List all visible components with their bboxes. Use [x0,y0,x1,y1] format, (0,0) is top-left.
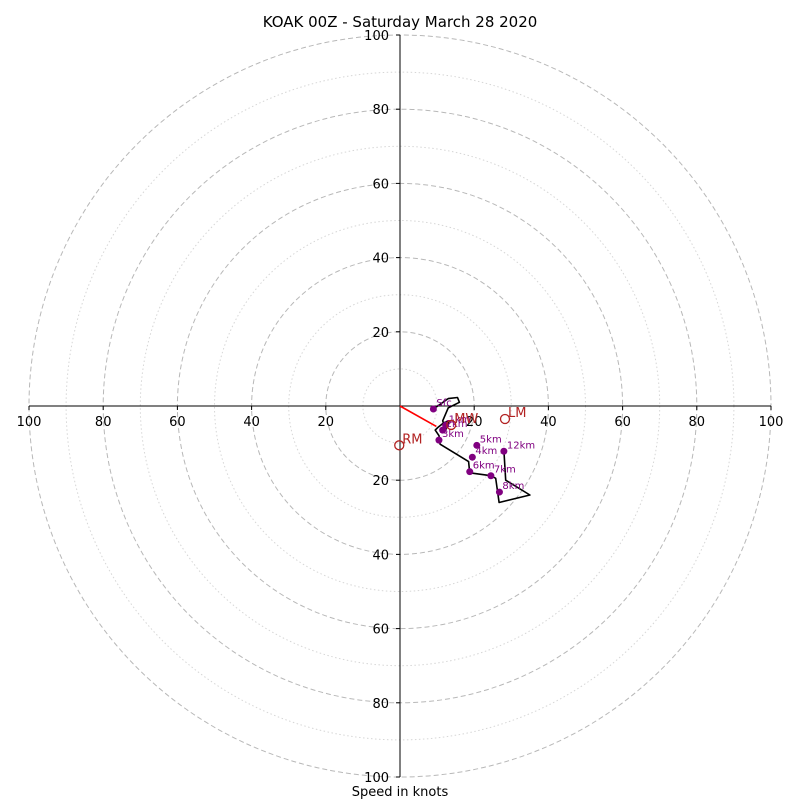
height-label-4km: 4km [475,446,497,457]
x-axis-label: Speed in knots [352,785,449,800]
x-tick-label: 80 [689,415,706,430]
height-label-sfc: Sfc [436,398,451,409]
y-tick-label: 40 [372,548,389,563]
shear-vector [399,405,437,428]
x-tick-label: 60 [169,415,186,430]
y-tick-label: 20 [372,326,389,341]
height-label-7km: 7km [494,465,516,476]
height-label-5km: 5km [480,434,502,445]
height-marker-5km [473,441,481,449]
height-label-2km: 2km [446,419,468,430]
height-marker-2km [439,426,447,434]
height-label-8km: 8km [502,481,524,492]
x-tick-label: 40 [243,415,260,430]
storm-motion-label-mw: MW [454,412,478,427]
storm-motion-marker-rm [394,440,405,451]
y-tick-label: 100 [364,771,389,786]
height-marker-3km [435,436,443,444]
height-label-1km: 1km [449,414,471,425]
height-marker-6km [466,468,474,476]
height-marker-12km [500,447,508,455]
x-tick-label: 60 [614,415,631,430]
storm-motion-label-rm: RM [402,432,422,447]
axis-ticks: 100 80 60 40 20 20 40 60 80 100 100 80 60 40 20 20 40 60 8… [17,29,784,786]
storm-motion-marker-mw [446,419,457,431]
y-tick-label: 20 [372,474,389,489]
height-label-12km: 12km [507,440,535,451]
height-label-6km: 6km [473,461,495,472]
x-tick-label: 40 [540,415,557,430]
x-tick-label: 20 [466,415,483,430]
height-marker-7km [487,472,495,480]
x-tick-label: 80 [95,415,112,430]
y-tick-label: 40 [372,252,389,267]
x-tick-label: 100 [759,415,784,430]
x-tick-label: 100 [17,415,42,430]
height-marker-8km [495,488,503,496]
storm-motion-label-lm: LM [508,406,526,421]
chart-title: KOAK 00Z - Saturday March 28 2020 [263,13,538,31]
x-tick-label: 20 [318,415,335,430]
height-marker-4km [468,453,476,461]
y-tick-label: 60 [372,623,389,638]
y-tick-label: 80 [372,697,389,712]
height-label-3km: 3km [442,429,464,440]
y-tick-label: 80 [372,103,389,118]
y-tick-label: 60 [372,177,389,192]
y-tick-label: 100 [364,29,389,44]
height-marker-sfc [429,405,437,413]
storm-motion-marker-lm [499,413,511,425]
